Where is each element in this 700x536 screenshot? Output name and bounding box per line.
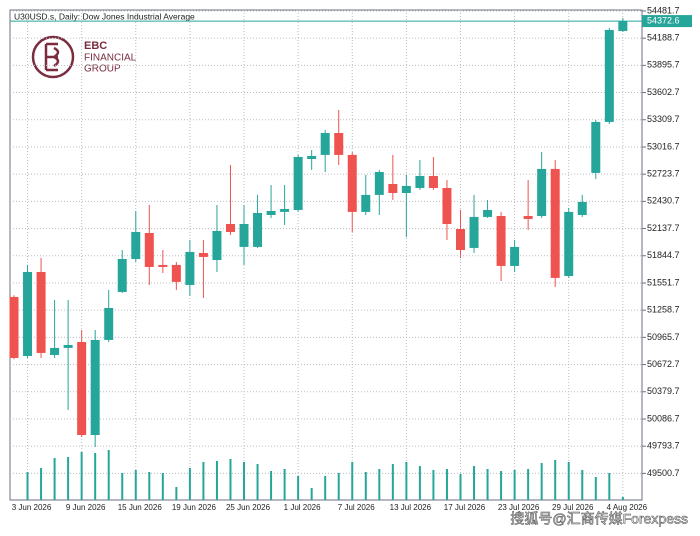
y-tick-label: 50672.7 bbox=[647, 359, 680, 369]
candle-body bbox=[36, 271, 46, 353]
candle-body bbox=[50, 347, 60, 355]
candle-body bbox=[185, 251, 195, 285]
candle-body bbox=[266, 210, 276, 215]
last-price-box bbox=[642, 15, 692, 28]
last-price-label: 54372.6 bbox=[647, 15, 680, 25]
logo: EBC FINANCIAL GROUP bbox=[31, 35, 137, 79]
logo-line: GROUP bbox=[84, 64, 121, 75]
candle-body bbox=[564, 211, 574, 276]
plot-frame bbox=[9, 9, 643, 501]
candle-body bbox=[117, 258, 127, 292]
y-tick-label: 53895.7 bbox=[647, 60, 680, 70]
candle-body bbox=[198, 252, 208, 257]
logo-ring bbox=[31, 35, 75, 79]
candle-body bbox=[401, 185, 411, 193]
x-tick-label: 19 Jun 2026 bbox=[172, 503, 217, 512]
candle-body bbox=[280, 208, 290, 212]
candle-body bbox=[455, 229, 465, 250]
y-tick-label: 50379.7 bbox=[647, 386, 680, 396]
y-tick-label: 52430.7 bbox=[647, 196, 680, 206]
candle-body bbox=[388, 183, 398, 193]
x-tick-label: 13 Jul 2026 bbox=[390, 503, 432, 512]
y-tick-label: 53016.7 bbox=[647, 141, 680, 151]
y-tick-label: 50086.7 bbox=[647, 413, 680, 423]
x-tick-label: 4 Aug 2026 bbox=[607, 503, 648, 512]
candle-body bbox=[320, 133, 330, 155]
candle-body bbox=[442, 187, 452, 224]
candle-body bbox=[131, 231, 141, 259]
x-tick-label: 1 Jul 2026 bbox=[284, 503, 321, 512]
candle-body bbox=[90, 339, 100, 436]
candle-body bbox=[604, 29, 614, 122]
candle-body bbox=[510, 246, 520, 266]
candle-body bbox=[158, 264, 168, 267]
candle-body bbox=[9, 296, 19, 358]
y-tick-label: 51551.7 bbox=[647, 277, 680, 287]
y-tick-label: 49500.7 bbox=[647, 468, 680, 478]
chart-title: U30USD.s, Daily: Dow Jones Industrial Av… bbox=[14, 11, 195, 21]
y-tick-label: 51258.7 bbox=[647, 305, 680, 315]
x-tick-label: 3 Jun 2026 bbox=[12, 503, 52, 512]
x-tick-label: 9 Jun 2026 bbox=[66, 503, 106, 512]
x-tick-label: 7 Jul 2026 bbox=[338, 503, 375, 512]
x-tick-label: 29 Jul 2026 bbox=[552, 503, 594, 512]
candle-body bbox=[483, 209, 493, 217]
candle-body bbox=[212, 230, 222, 261]
candle-body bbox=[550, 168, 560, 278]
y-tick-label: 49793.7 bbox=[647, 441, 680, 451]
candle-body bbox=[171, 264, 181, 282]
candle-body bbox=[347, 154, 357, 212]
logo-line: FINANCIAL bbox=[84, 53, 137, 64]
x-tick-label: 15 Jun 2026 bbox=[118, 503, 163, 512]
candle-body bbox=[415, 175, 425, 188]
candle-body bbox=[577, 201, 587, 215]
y-tick-label: 52723.7 bbox=[647, 169, 680, 179]
y-tick-label: 52137.7 bbox=[647, 223, 680, 233]
candle-body bbox=[104, 308, 114, 340]
candle-body bbox=[523, 216, 533, 219]
candle-body bbox=[374, 172, 384, 195]
x-tick-label: 17 Jul 2026 bbox=[444, 503, 486, 512]
watermark: 搜狐号@汇商传媒Forexpess bbox=[510, 511, 688, 527]
candle-body bbox=[469, 216, 479, 248]
y-tick-label: 54481.7 bbox=[647, 5, 680, 15]
candle-body bbox=[428, 175, 438, 188]
candle-body bbox=[253, 212, 263, 247]
candle-body bbox=[77, 341, 87, 436]
candle-body bbox=[618, 21, 628, 31]
y-tick-label: 54188.7 bbox=[647, 33, 680, 43]
y-tick-label: 53309.7 bbox=[647, 114, 680, 124]
candle-body bbox=[591, 121, 601, 173]
y-tick-label: 53602.7 bbox=[647, 87, 680, 97]
candle-body bbox=[496, 216, 506, 266]
candle-body bbox=[63, 344, 73, 348]
candle-body bbox=[537, 168, 547, 217]
candle-body bbox=[144, 232, 154, 267]
candle-body bbox=[334, 133, 344, 155]
candle-body bbox=[23, 271, 33, 357]
y-tick-label: 50965.7 bbox=[647, 332, 680, 342]
candle-body bbox=[361, 194, 371, 212]
candle-body bbox=[225, 223, 235, 232]
x-tick-label: 23 Jul 2026 bbox=[498, 503, 540, 512]
logo-mark bbox=[44, 42, 60, 72]
candle-body bbox=[307, 155, 317, 160]
y-tick-label: 51844.7 bbox=[647, 250, 680, 260]
candle-body bbox=[239, 223, 249, 247]
logo-name: EBC bbox=[84, 40, 107, 52]
candle-body bbox=[293, 156, 303, 210]
x-tick-label: 25 Jun 2026 bbox=[226, 503, 271, 512]
